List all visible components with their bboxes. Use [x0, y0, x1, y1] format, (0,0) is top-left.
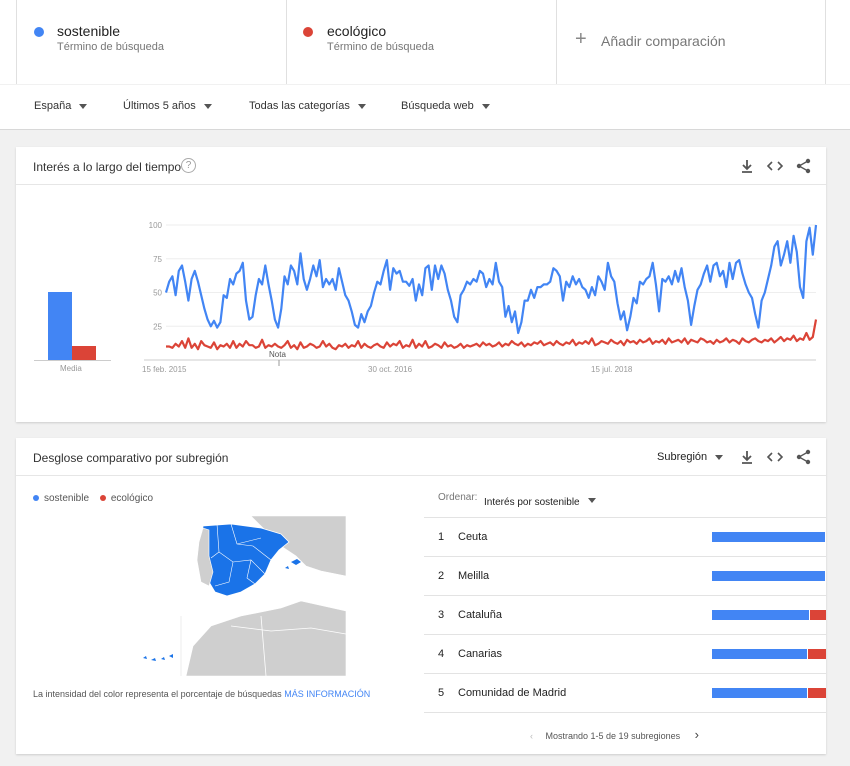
x-tick-label: 15 feb. 2015 [142, 365, 187, 374]
bar-ecologico [807, 649, 826, 659]
share-icon[interactable] [795, 157, 813, 175]
pager-divider [424, 712, 826, 713]
average-bar-ecologico [72, 345, 96, 360]
table-row[interactable]: 2 Melilla [424, 556, 826, 595]
x-tick-label: 15 jul. 2018 [591, 365, 633, 374]
embed-icon[interactable] [766, 448, 784, 466]
add-comparison-button[interactable]: + Añadir comparación [556, 0, 826, 84]
table-row[interactable]: 3 Cataluña [424, 595, 826, 634]
search-term-name: sostenible [57, 23, 121, 39]
ecologico-color-dot [303, 27, 313, 37]
spain-region-map[interactable] [131, 516, 346, 676]
legend-ecologico: ecológico [110, 493, 154, 504]
subregion-card: Desglose comparativo por subregión Subre… [16, 438, 826, 754]
map-color-note-text: La intensidad del color representa el po… [33, 689, 282, 699]
category-filter[interactable]: Todas las categorías [249, 100, 366, 112]
bar-ecologico [807, 688, 826, 698]
plus-icon: + [575, 28, 587, 50]
pager: ‹ Mostrando 1-5 de 19 subregiones › [530, 727, 699, 742]
subregion-dropdown[interactable]: Subregión [657, 451, 724, 463]
row-name: Melilla [458, 570, 490, 582]
table-row[interactable]: 4 Canarias [424, 634, 826, 673]
card-header: Desglose comparativo por subregión Subre… [16, 438, 826, 476]
download-icon[interactable] [738, 448, 756, 466]
y-tick-label: 25 [153, 322, 162, 331]
row-name: Ceuta [458, 531, 488, 543]
dropdown-caret-icon [203, 103, 212, 109]
row-name: Canarias [458, 648, 503, 660]
bar-sostenible [712, 688, 807, 698]
table-row[interactable]: 5 Comunidad de Madrid [424, 673, 826, 712]
series-line-sostenible[interactable] [164, 224, 818, 335]
y-tick-label: 75 [153, 255, 162, 264]
category-filter-label: Todas las categorías [249, 100, 350, 112]
row-rank: 2 [438, 570, 445, 582]
period-filter[interactable]: Últimos 5 años [123, 100, 212, 112]
order-label: Ordenar: [438, 492, 478, 503]
pager-text: Mostrando 1-5 de 19 subregiones [545, 731, 681, 741]
legend-sostenible: sostenible [44, 493, 90, 504]
row-rank: 5 [438, 687, 445, 699]
row-rank: 4 [438, 648, 445, 660]
order-value: Interés por sostenible [484, 497, 580, 508]
series-line-ecologico[interactable] [166, 319, 818, 351]
dropdown-caret-icon [587, 498, 596, 504]
filter-bar: España Últimos 5 años Todas las categorí… [0, 85, 850, 130]
search-term-name: ecológico [327, 23, 387, 39]
map-legend: sostenible ecológico [33, 493, 153, 504]
next-page-icon[interactable]: › [694, 727, 699, 742]
order-dropdown[interactable]: Interés por sostenible [484, 492, 596, 510]
period-filter-label: Últimos 5 años [123, 100, 196, 112]
search-term-type: Término de búsqueda [57, 41, 165, 53]
add-comparison-label: Añadir comparación [601, 33, 726, 49]
ecologico-legend-dot [99, 495, 106, 502]
row-rank: 3 [438, 609, 445, 621]
bar-sostenible [712, 571, 825, 581]
x-tick-label: 30 oct. 2016 [368, 365, 413, 374]
note-label[interactable]: Nota [269, 350, 286, 359]
card-title: Interés a lo largo del tiempo [33, 160, 182, 174]
help-icon[interactable]: ? [181, 158, 196, 173]
dropdown-caret-icon [357, 103, 366, 109]
card-header: Interés a lo largo del tiempo ? [16, 147, 826, 185]
country-filter-label: España [34, 100, 72, 112]
comparison-bar: sostenible Término de búsqueda ecológico… [0, 0, 850, 84]
dropdown-caret-icon [481, 103, 490, 109]
sostenible-legend-dot [33, 495, 39, 502]
y-tick-label: 50 [153, 289, 162, 298]
bar-sostenible [712, 532, 825, 542]
country-filter[interactable]: España [34, 100, 88, 112]
dropdown-caret-icon [715, 454, 724, 460]
search-type-filter[interactable]: Búsqueda web [401, 100, 490, 112]
line-chart: 100 75 50 25 15 feb. 2015 30 oct. 2016 15 jul.… [142, 221, 818, 374]
average-baseline [34, 360, 111, 361]
media-label: Media [60, 364, 82, 373]
map-color-note: La intensidad del color representa el po… [33, 689, 370, 699]
embed-icon[interactable] [766, 157, 784, 175]
dropdown-caret-icon [79, 103, 88, 109]
card-title: Desglose comparativo por subregión [33, 451, 229, 465]
row-name: Cataluña [458, 609, 503, 621]
bar-sostenible [712, 610, 810, 620]
bar-ecologico [810, 610, 826, 620]
interest-over-time-card: Interés a lo largo del tiempo ? Media 10… [16, 147, 826, 422]
search-term-type: Término de búsqueda [327, 41, 435, 53]
download-icon[interactable] [738, 157, 756, 175]
average-bar-sostenible [48, 292, 72, 360]
more-info-link[interactable]: MÁS INFORMACIÓN [284, 689, 371, 699]
share-icon[interactable] [795, 448, 813, 466]
row-rank: 1 [438, 531, 445, 543]
sostenible-color-dot [34, 27, 44, 37]
y-tick-label: 100 [149, 221, 163, 230]
search-term-sostenible[interactable]: sostenible Término de búsqueda [16, 0, 286, 84]
bar-sostenible [712, 649, 807, 659]
search-type-filter-label: Búsqueda web [401, 100, 474, 112]
search-term-ecologico[interactable]: ecológico Término de búsqueda [286, 0, 556, 84]
table-row[interactable]: 1 Ceuta [424, 517, 826, 556]
row-name: Comunidad de Madrid [458, 687, 567, 699]
prev-page-icon[interactable]: ‹ [530, 731, 533, 741]
subregion-dropdown-label: Subregión [657, 451, 708, 463]
